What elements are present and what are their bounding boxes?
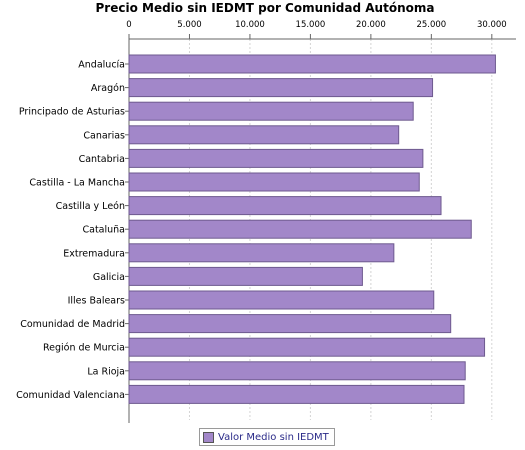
category-label: Galicia	[93, 272, 125, 283]
legend: Valor Medio sin IEDMT	[199, 428, 335, 446]
category-label: Región de Murcia	[43, 343, 125, 354]
bar	[128, 243, 395, 263]
legend-label: Valor Medio sin IEDMT	[218, 431, 329, 443]
x-tick-label: 15.000	[296, 20, 326, 30]
category-labels: Andalucía Aragón Principado de Asturias Can…	[16, 60, 125, 401]
category-label: Comunidad Valenciana	[16, 390, 125, 401]
category-label: Principado de Asturias	[19, 107, 125, 118]
x-tick-label: 20.000	[356, 20, 386, 30]
bar	[128, 54, 496, 74]
category-label: Extremadura	[63, 248, 125, 259]
bar	[128, 337, 486, 357]
axes	[125, 34, 516, 423]
category-label: Andalucía	[78, 60, 125, 71]
category-label: Aragón	[91, 83, 125, 94]
bar	[128, 290, 435, 310]
x-tick-label: 25.000	[416, 20, 446, 30]
bars	[128, 54, 496, 404]
category-label: Canarias	[83, 130, 125, 141]
bar	[128, 125, 400, 145]
bar	[128, 314, 452, 334]
bar	[128, 266, 363, 286]
bar	[128, 384, 465, 404]
category-label: Castilla - La Mancha	[29, 178, 125, 189]
bar	[128, 219, 472, 239]
category-label: Cantabria	[79, 154, 125, 165]
bar	[128, 101, 414, 121]
x-tick-label: 0	[126, 20, 131, 30]
bar	[128, 78, 434, 98]
bar	[128, 172, 420, 192]
x-tick-label: 5.000	[177, 20, 201, 30]
category-label: Comunidad de Madrid	[20, 319, 125, 330]
category-label: La Rioja	[87, 366, 125, 377]
bar	[128, 361, 466, 381]
bar	[128, 148, 424, 168]
legend-swatch	[203, 431, 214, 443]
x-tick-label: 30.000	[477, 20, 507, 30]
category-label: Cataluña	[82, 225, 125, 236]
x-tick-label: 10.000	[235, 20, 265, 30]
x-tick-labels: 0 5.000 10.000 15.000 20.000 25.000 30.000	[126, 20, 506, 30]
category-label: Castilla y León	[56, 201, 125, 212]
bar	[128, 196, 442, 216]
category-label: Illes Balears	[68, 296, 125, 307]
chart-title: Precio Medio sin IEDMT por Comunidad Aut…	[96, 1, 435, 15]
